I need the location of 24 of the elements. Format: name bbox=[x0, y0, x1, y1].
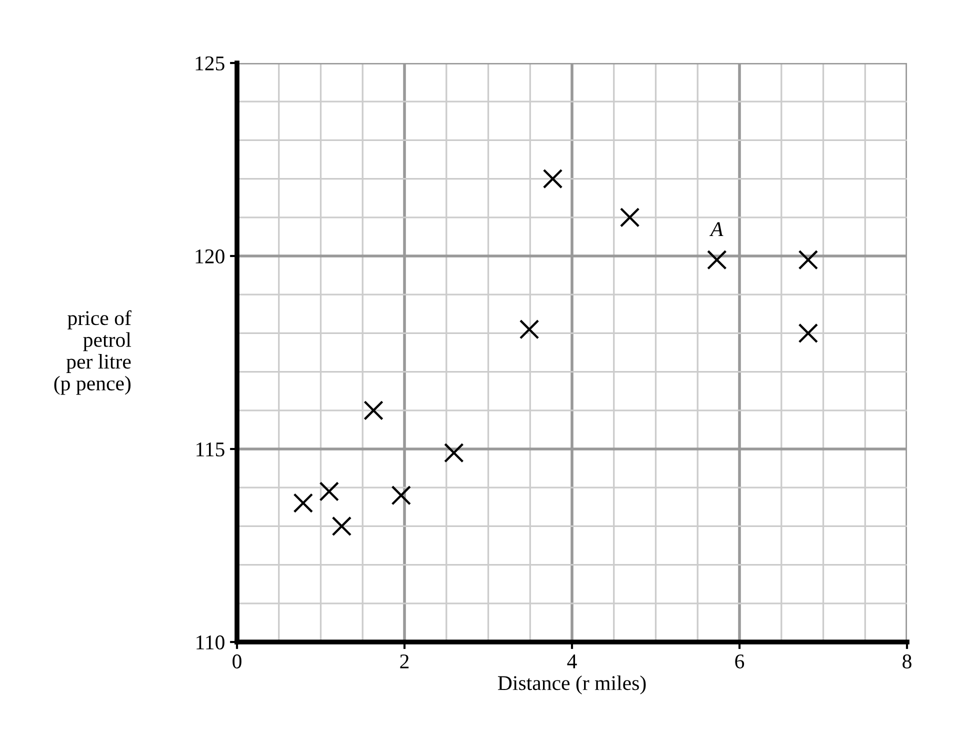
point bbox=[364, 400, 384, 420]
point bbox=[798, 250, 818, 270]
x-axis-title: Distance (r miles) bbox=[498, 675, 646, 694]
point bbox=[798, 323, 818, 344]
y-axis-title: price of petrol per litre (p pence) bbox=[54, 310, 132, 395]
y-tick-label: 125 bbox=[196, 56, 224, 70]
point bbox=[293, 493, 314, 513]
x-tick-label: 2 bbox=[400, 654, 409, 668]
point bbox=[391, 485, 412, 506]
x-tick-label: 4 bbox=[567, 654, 577, 668]
point bbox=[542, 168, 563, 189]
point bbox=[519, 319, 540, 340]
point bbox=[444, 442, 464, 463]
annotation: A bbox=[709, 222, 724, 236]
y-tick-label: 110 bbox=[196, 635, 224, 650]
y-tick-label: 120 bbox=[196, 249, 224, 264]
x-tick-label: 8 bbox=[902, 654, 912, 668]
point bbox=[319, 482, 340, 502]
point bbox=[332, 516, 352, 536]
point bbox=[706, 250, 727, 270]
x-tick-label: 0 bbox=[232, 654, 242, 668]
y-tick-label: 115 bbox=[196, 442, 224, 456]
x-tick-label: 6 bbox=[735, 654, 744, 668]
point bbox=[620, 208, 640, 228]
